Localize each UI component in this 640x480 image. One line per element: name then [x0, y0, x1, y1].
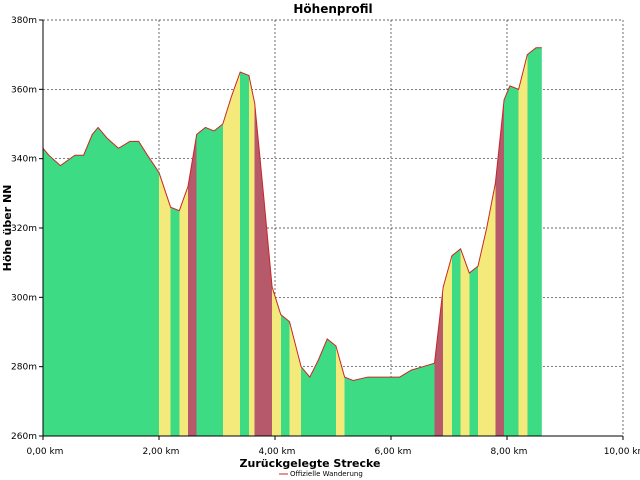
chart-title: Höhenprofil: [293, 2, 372, 16]
x-tick-label: 10,00 km: [604, 447, 640, 457]
x-tick-label: 2,00 km: [143, 447, 180, 457]
legend: Offizielle Wanderung: [279, 470, 363, 478]
legend-label: Offizielle Wanderung: [290, 470, 363, 478]
x-tick-label: 6,00 km: [375, 447, 412, 457]
y-tick-label: 280m: [11, 363, 37, 373]
y-tick-label: 360m: [11, 85, 37, 95]
x-tick-label: 4,00 km: [259, 447, 296, 457]
y-tick-label: 380m: [11, 16, 37, 26]
y-tick-label: 340m: [11, 155, 37, 165]
y-tick-label: 320m: [11, 224, 37, 234]
y-axis-ticks: 260m 280m 300m 320m 340m 360m 380m: [11, 16, 43, 442]
plot-area: [42, 47, 542, 436]
x-axis-ticks: 0,00 km 2,00 km 4,00 km 6,00 km 8,00 km 10,00…: [27, 436, 640, 457]
y-axis-title: Höhe über NN: [1, 185, 14, 272]
elevation-line: [42, 47, 542, 382]
x-tick-label: 0,00 km: [27, 447, 64, 457]
x-tick-label: 8,00 km: [491, 447, 528, 457]
elevation-area: [43, 47, 542, 436]
x-axis-title: Zurückgelegte Strecke: [240, 457, 381, 470]
y-tick-label: 300m: [11, 293, 37, 303]
y-tick-label: 260m: [11, 432, 37, 442]
